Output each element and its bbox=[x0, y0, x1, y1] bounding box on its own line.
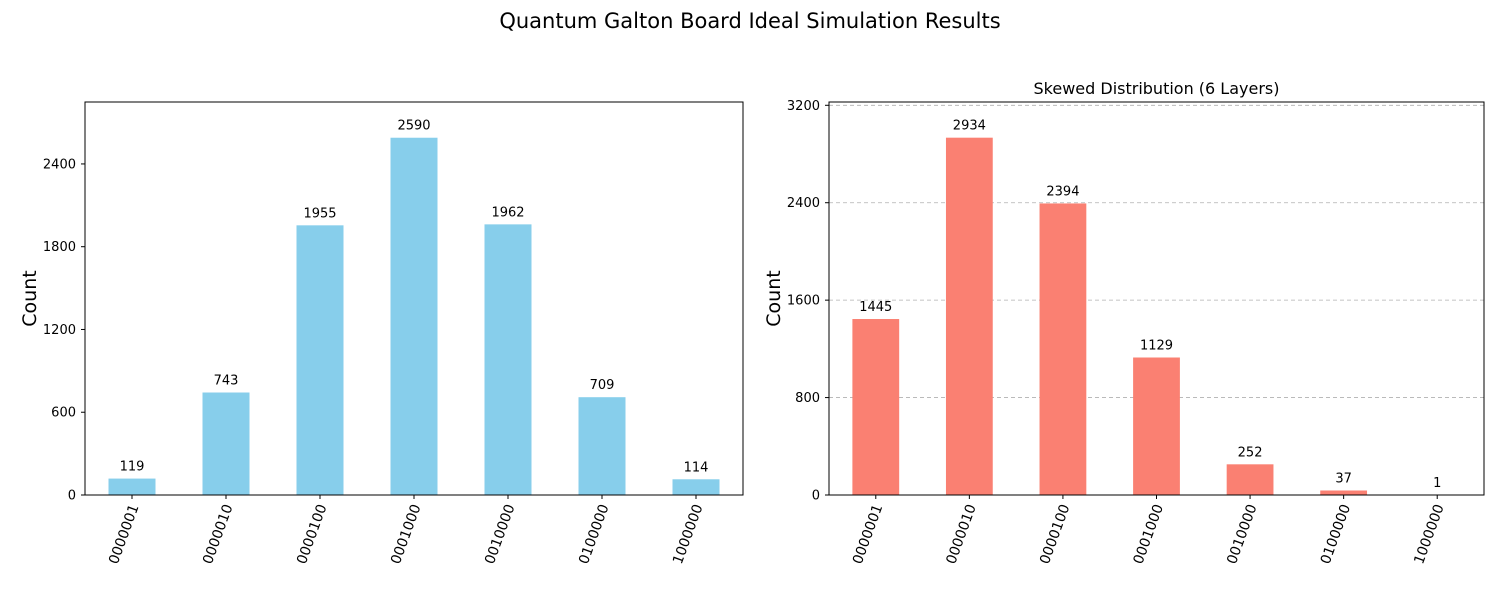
left-data-label: 1955 bbox=[303, 206, 336, 221]
left-data-label: 2590 bbox=[397, 119, 430, 134]
left-data-label: 1962 bbox=[491, 205, 524, 220]
left-bar-0000100 bbox=[296, 225, 344, 495]
right-data-label: 2394 bbox=[1046, 184, 1079, 199]
right-xtick-label: 0100000 bbox=[1318, 502, 1354, 566]
left-xtick-label: 0001000 bbox=[388, 502, 424, 566]
left-xtick-label: 0000100 bbox=[294, 502, 330, 566]
right-xtick-label: 1000000 bbox=[1411, 502, 1447, 566]
left-data-label: 119 bbox=[120, 460, 145, 475]
chart-left: 119 743 1955 2590 1962 709 114 0 600 1200 1800 2400… bbox=[19, 101, 744, 566]
right-data-label: 2934 bbox=[953, 119, 986, 134]
right-data-label: 252 bbox=[1238, 445, 1263, 460]
right-xtick-label: 0000100 bbox=[1037, 502, 1073, 566]
right-data-label: 1 bbox=[1433, 476, 1441, 491]
left-ytick-label: 1200 bbox=[43, 323, 76, 338]
right-chart-title: Skewed Distribution (6 Layers) bbox=[1034, 79, 1280, 98]
left-ylabel: Count bbox=[19, 270, 41, 326]
left-xtick-label: 0010000 bbox=[482, 502, 518, 566]
left-ytick-label: 2400 bbox=[43, 157, 76, 172]
right-ytick-label: 1600 bbox=[787, 294, 820, 309]
left-bar-0010000 bbox=[484, 224, 532, 495]
right-data-label: 1445 bbox=[859, 300, 892, 315]
figure-suptitle: Quantum Galton Board Ideal Simulation Re… bbox=[499, 9, 1000, 33]
left-bar-0000001 bbox=[108, 478, 156, 495]
left-ytick-label: 0 bbox=[68, 489, 76, 504]
right-bar-0100000 bbox=[1320, 490, 1368, 495]
right-ylabel: Count bbox=[763, 270, 785, 326]
left-xtick-label: 0100000 bbox=[576, 502, 612, 566]
left-bar-0001000 bbox=[390, 137, 438, 495]
right-bar-0001000 bbox=[1133, 357, 1180, 495]
left-ytick-label: 1800 bbox=[43, 240, 76, 255]
right-ytick-label: 0 bbox=[812, 489, 820, 504]
right-bar-0000001 bbox=[852, 319, 900, 495]
right-ytick-label: 800 bbox=[795, 391, 820, 406]
left-data-label: 709 bbox=[590, 378, 615, 393]
right-ytick-label: 3200 bbox=[787, 99, 820, 114]
right-xtick-label: 0010000 bbox=[1224, 502, 1260, 566]
right-data-label: 37 bbox=[1335, 471, 1352, 486]
left-data-label: 743 bbox=[214, 374, 239, 389]
right-bar-0000100 bbox=[1039, 203, 1087, 496]
right-bar-0010000 bbox=[1226, 464, 1274, 495]
right-bar-0000010 bbox=[945, 137, 993, 495]
right-xtick-label: 0001000 bbox=[1131, 502, 1167, 566]
left-ytick-label: 600 bbox=[51, 406, 76, 421]
left-bar-0100000 bbox=[578, 397, 626, 495]
left-xtick-label: 0000001 bbox=[106, 502, 142, 566]
left-data-label: 114 bbox=[684, 460, 709, 475]
right-xtick-label: 0000010 bbox=[944, 502, 980, 566]
chart-right: 1445 2934 2394 1129 252 37 1 0 800 1600 2400 3200 00… bbox=[763, 79, 1485, 566]
right-ytick-label: 2400 bbox=[787, 196, 820, 211]
left-xtick-label: 1000000 bbox=[670, 502, 706, 566]
right-data-label: 1129 bbox=[1140, 339, 1173, 354]
left-bar-0000010 bbox=[202, 392, 250, 495]
right-xtick-label: 0000001 bbox=[850, 502, 886, 566]
left-xtick-label: 0000010 bbox=[200, 502, 236, 566]
left-bar-1000000 bbox=[672, 479, 720, 495]
